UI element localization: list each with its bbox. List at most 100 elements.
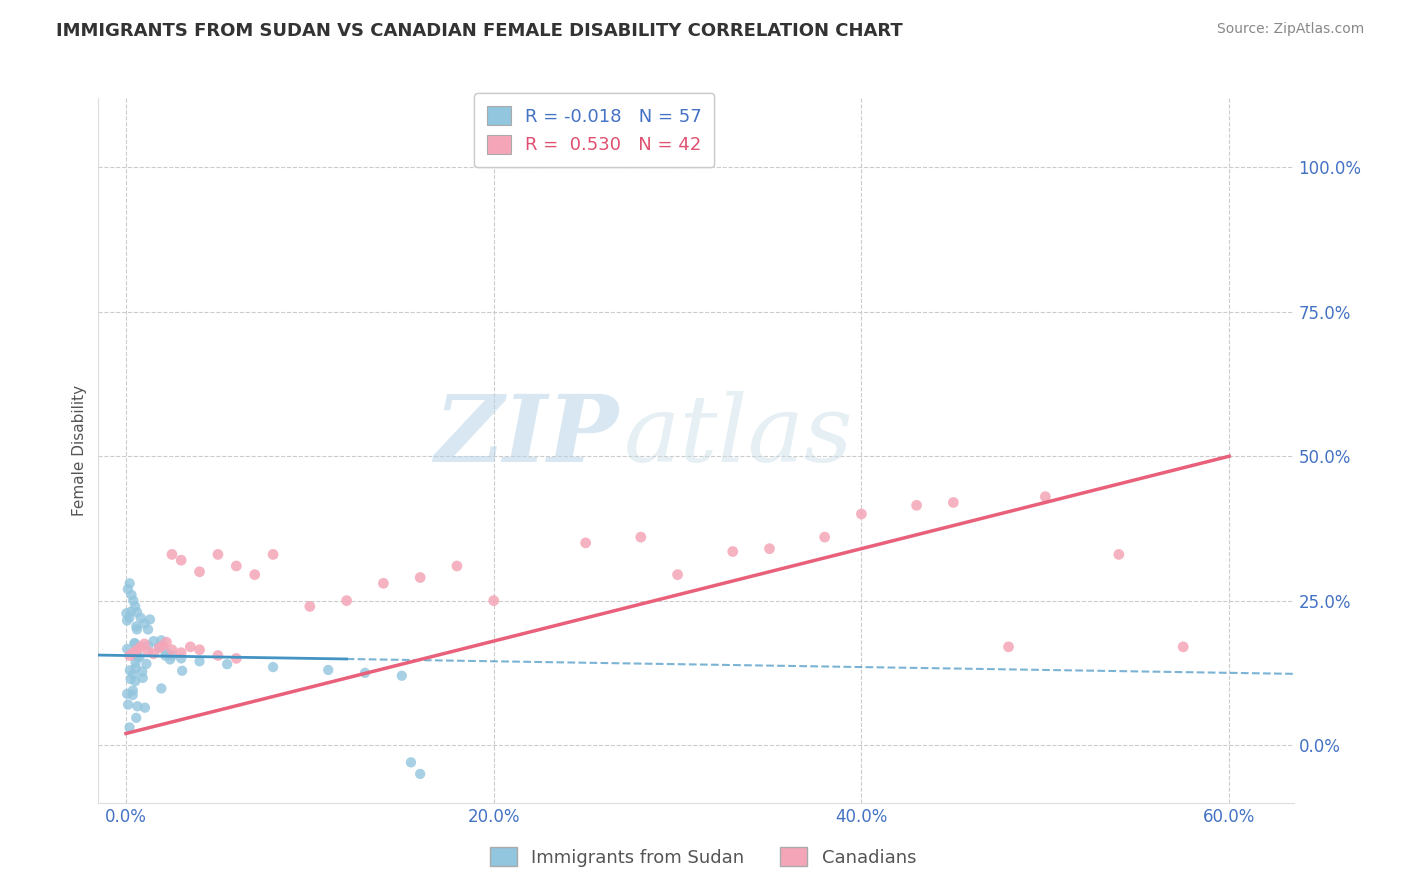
- Point: [170, 553, 193, 567]
- Point: [124, 599, 146, 614]
- Point: [170, 646, 193, 660]
- Point: [118, 611, 141, 625]
- Point: [124, 636, 146, 650]
- Point: [336, 593, 359, 607]
- Text: Source: ZipAtlas.com: Source: ZipAtlas.com: [1216, 22, 1364, 37]
- Point: [851, 507, 873, 521]
- Text: atlas: atlas: [624, 392, 853, 482]
- Point: [997, 640, 1019, 654]
- Point: [409, 767, 432, 781]
- Point: [243, 567, 266, 582]
- Point: [115, 607, 138, 621]
- Point: [155, 635, 177, 649]
- Point: [118, 648, 141, 663]
- Point: [124, 656, 146, 670]
- Legend: Immigrants from Sudan, Canadians: Immigrants from Sudan, Canadians: [482, 840, 924, 874]
- Point: [905, 499, 928, 513]
- Point: [127, 699, 149, 714]
- Point: [134, 700, 156, 714]
- Point: [172, 664, 194, 678]
- Point: [129, 611, 152, 625]
- Point: [118, 576, 141, 591]
- Point: [188, 565, 211, 579]
- Point: [721, 544, 744, 558]
- Point: [150, 681, 173, 696]
- Point: [188, 642, 211, 657]
- Point: [207, 648, 229, 663]
- Point: [225, 559, 247, 574]
- Point: [134, 616, 156, 631]
- Point: [129, 640, 152, 654]
- Point: [139, 612, 162, 626]
- Point: [262, 548, 284, 562]
- Point: [125, 605, 148, 619]
- Point: [125, 642, 148, 657]
- Point: [225, 651, 247, 665]
- Point: [155, 646, 177, 660]
- Point: [118, 663, 141, 677]
- Text: IMMIGRANTS FROM SUDAN VS CANADIAN FEMALE DISABILITY CORRELATION CHART: IMMIGRANTS FROM SUDAN VS CANADIAN FEMALE…: [56, 22, 903, 40]
- Point: [391, 669, 413, 683]
- Point: [942, 495, 965, 509]
- Point: [117, 698, 139, 712]
- Point: [262, 660, 284, 674]
- Point: [446, 559, 468, 574]
- Point: [179, 640, 201, 654]
- Point: [152, 639, 174, 653]
- Point: [122, 646, 145, 660]
- Point: [630, 530, 652, 544]
- Point: [125, 711, 148, 725]
- Point: [316, 663, 339, 677]
- Point: [121, 588, 143, 602]
- Point: [136, 644, 159, 658]
- Point: [207, 548, 229, 562]
- Point: [217, 657, 239, 672]
- Point: [115, 687, 138, 701]
- Point: [159, 652, 181, 666]
- Point: [160, 548, 183, 562]
- Point: [148, 640, 170, 655]
- Point: [132, 671, 155, 685]
- Point: [1173, 640, 1195, 654]
- Point: [160, 642, 183, 657]
- Point: [150, 633, 173, 648]
- Point: [131, 665, 153, 679]
- Point: [118, 720, 141, 734]
- Point: [124, 636, 146, 650]
- Point: [127, 650, 149, 665]
- Point: [155, 648, 177, 663]
- Text: ZIP: ZIP: [434, 392, 619, 482]
- Point: [814, 530, 837, 544]
- Point: [399, 756, 422, 770]
- Point: [134, 637, 156, 651]
- Point: [115, 641, 138, 656]
- Point: [117, 582, 139, 596]
- Point: [409, 570, 432, 584]
- Point: [115, 614, 138, 628]
- Point: [188, 654, 211, 668]
- Point: [136, 639, 159, 653]
- Point: [125, 661, 148, 675]
- Point: [135, 657, 157, 671]
- Point: [121, 688, 143, 702]
- Point: [120, 672, 142, 686]
- Point: [758, 541, 780, 556]
- Legend: R = -0.018   N = 57, R =  0.530   N = 42: R = -0.018 N = 57, R = 0.530 N = 42: [474, 93, 714, 167]
- Point: [128, 650, 150, 665]
- Point: [142, 647, 165, 661]
- Point: [125, 619, 148, 633]
- Y-axis label: Female Disability: Female Disability: [72, 384, 87, 516]
- Point: [170, 651, 193, 665]
- Point: [125, 623, 148, 637]
- Point: [148, 640, 170, 654]
- Point: [1108, 548, 1130, 562]
- Point: [121, 683, 143, 698]
- Point: [298, 599, 321, 614]
- Point: [120, 605, 142, 619]
- Point: [354, 665, 377, 680]
- Point: [482, 593, 505, 607]
- Point: [122, 667, 145, 681]
- Point: [373, 576, 395, 591]
- Point: [122, 593, 145, 607]
- Point: [136, 623, 159, 637]
